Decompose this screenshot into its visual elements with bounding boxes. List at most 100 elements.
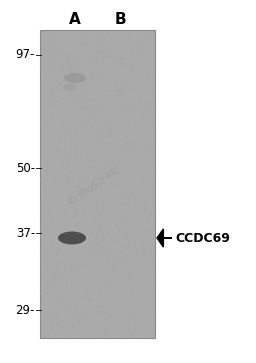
Point: [110, 55, 114, 61]
Point: [150, 93, 154, 98]
Point: [98, 136, 102, 142]
Point: [146, 195, 151, 200]
Point: [132, 185, 136, 191]
Point: [103, 110, 107, 115]
Point: [55, 181, 59, 187]
Point: [103, 311, 108, 317]
Point: [131, 62, 135, 68]
Point: [76, 33, 80, 38]
Point: [98, 212, 102, 218]
Point: [74, 162, 79, 168]
Point: [57, 180, 61, 186]
Point: [53, 284, 57, 290]
Point: [145, 106, 149, 112]
Point: [134, 301, 138, 306]
Point: [70, 175, 74, 180]
Point: [41, 51, 45, 57]
Point: [147, 289, 151, 295]
Point: [40, 197, 45, 203]
Point: [68, 334, 72, 340]
Point: [81, 33, 86, 39]
Point: [84, 318, 88, 324]
Point: [152, 228, 156, 233]
Point: [95, 107, 99, 113]
Point: [105, 296, 109, 302]
Point: [57, 231, 61, 237]
Point: [123, 102, 127, 108]
Point: [145, 38, 150, 44]
Point: [148, 176, 152, 182]
Point: [52, 323, 56, 329]
Point: [76, 242, 80, 248]
Point: [118, 63, 122, 69]
Point: [66, 76, 70, 82]
Point: [52, 85, 57, 91]
Point: [88, 264, 92, 270]
Point: [53, 36, 57, 41]
Point: [127, 221, 131, 227]
Point: [61, 151, 65, 157]
Point: [92, 300, 97, 306]
Point: [57, 268, 61, 274]
Point: [83, 64, 88, 69]
Point: [47, 72, 51, 78]
Point: [109, 209, 113, 215]
Point: [89, 77, 93, 83]
Point: [103, 179, 107, 184]
Point: [76, 221, 80, 227]
Point: [110, 151, 114, 156]
Point: [126, 179, 130, 185]
Point: [72, 303, 77, 309]
Point: [39, 234, 43, 240]
Point: [150, 279, 154, 285]
Point: [39, 42, 43, 48]
Point: [86, 160, 90, 166]
Point: [140, 250, 144, 256]
Point: [150, 171, 154, 177]
Point: [87, 334, 91, 339]
Point: [106, 180, 110, 185]
Point: [91, 160, 95, 166]
Point: [116, 136, 120, 142]
Point: [128, 237, 132, 242]
Point: [61, 94, 65, 100]
Point: [134, 306, 138, 312]
Point: [103, 193, 108, 199]
Point: [153, 146, 157, 152]
Point: [141, 238, 145, 244]
Point: [149, 283, 153, 289]
Point: [51, 132, 55, 138]
Point: [97, 240, 101, 246]
Point: [98, 37, 102, 43]
Point: [55, 214, 59, 220]
Point: [132, 331, 136, 337]
Point: [87, 119, 91, 125]
Point: [50, 261, 54, 267]
Point: [64, 262, 68, 268]
Point: [128, 211, 132, 217]
Point: [55, 189, 59, 195]
Point: [58, 207, 62, 213]
Point: [40, 232, 44, 237]
Point: [62, 94, 66, 99]
Point: [57, 250, 61, 256]
Point: [138, 243, 142, 249]
Point: [58, 209, 62, 215]
Point: [141, 201, 145, 207]
Point: [82, 233, 86, 238]
Point: [88, 179, 92, 185]
Point: [101, 309, 105, 315]
Point: [136, 288, 141, 294]
Point: [113, 198, 117, 204]
Point: [92, 155, 96, 161]
Point: [113, 264, 117, 270]
Point: [113, 266, 118, 272]
Point: [109, 236, 113, 242]
Point: [123, 40, 127, 46]
Point: [90, 164, 94, 170]
Point: [48, 233, 52, 239]
Point: [127, 309, 131, 314]
Point: [44, 275, 48, 281]
Point: [66, 296, 70, 302]
Point: [76, 106, 80, 112]
